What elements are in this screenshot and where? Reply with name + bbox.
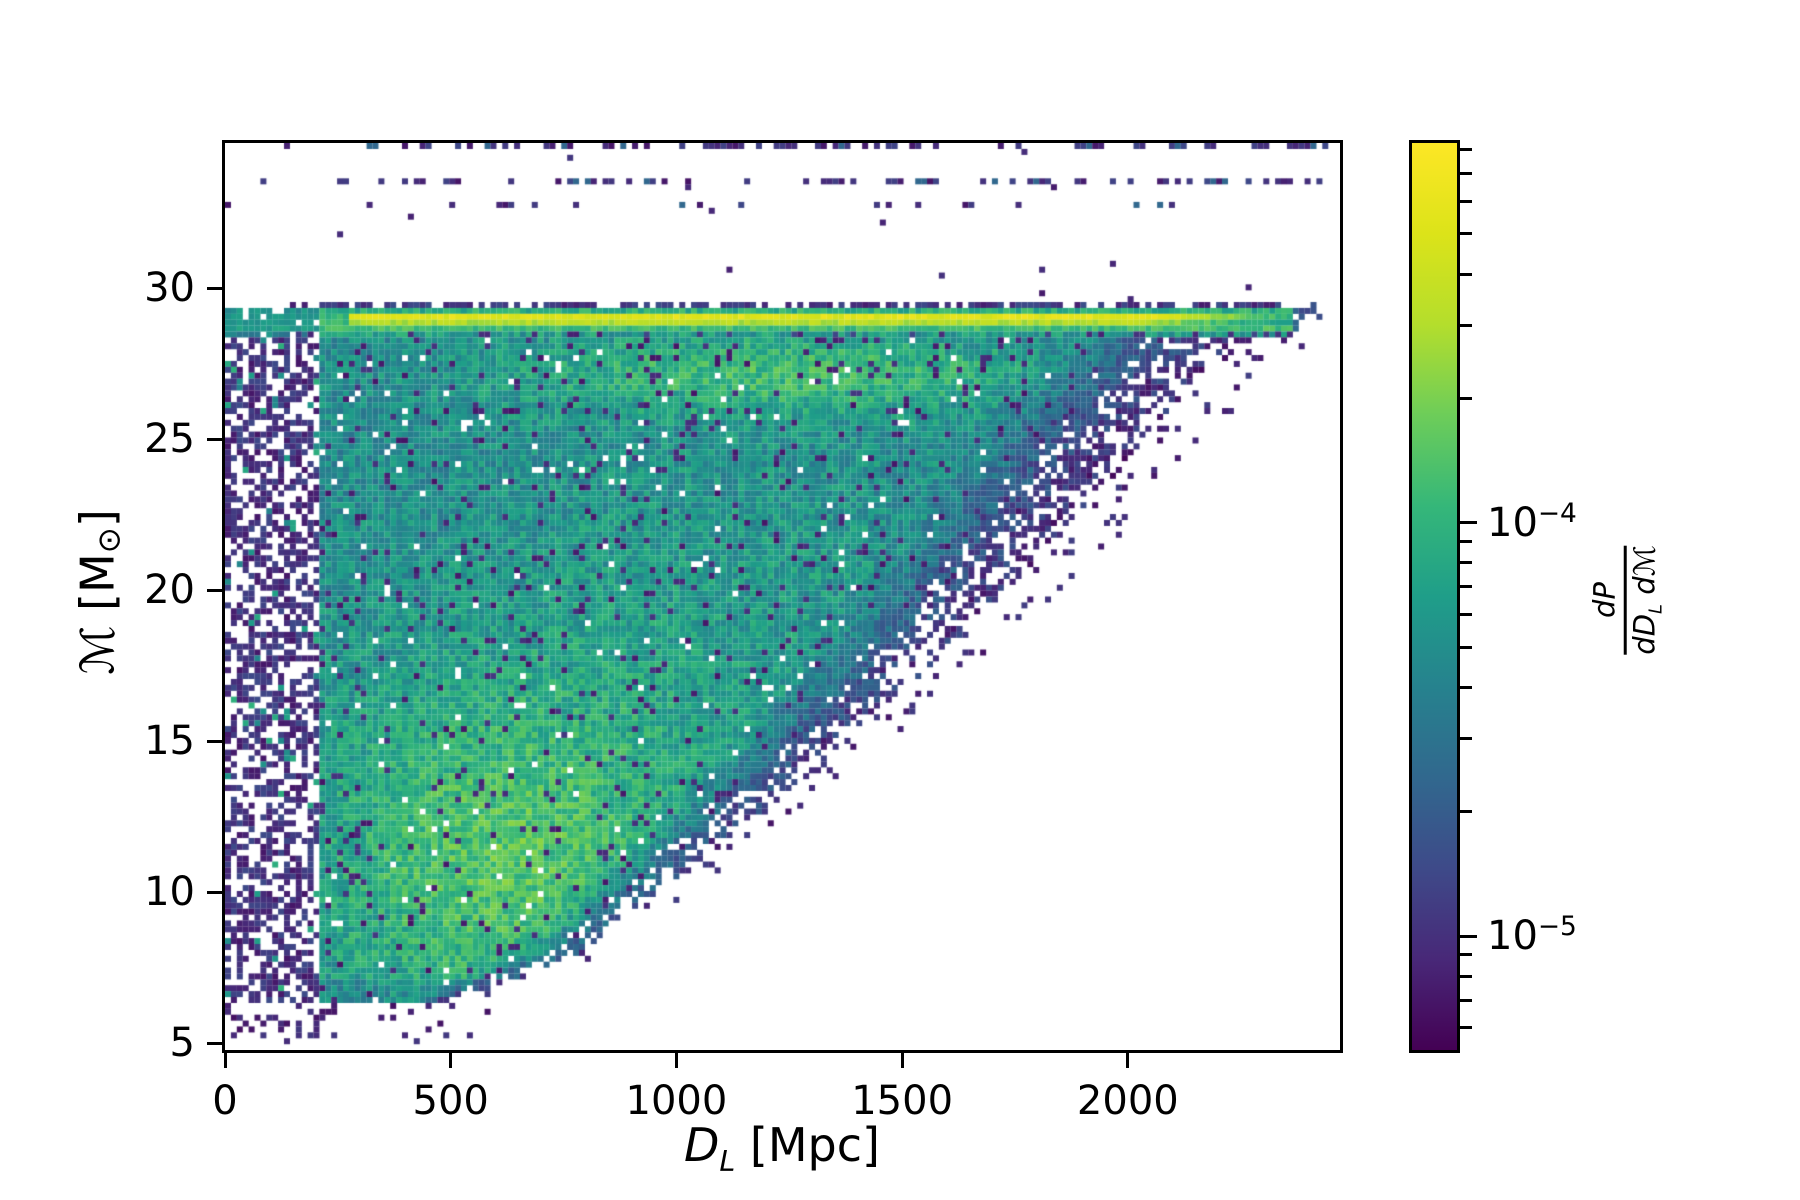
- colorbar-title-numerator: dP: [1587, 582, 1622, 618]
- colorbar-title-denominator: dDL dℳ: [1628, 545, 1667, 655]
- colorbar-minor-tick: [1460, 737, 1472, 741]
- colorbar-major-tick: [1460, 521, 1477, 525]
- colorbar-minor-tick: [1460, 645, 1472, 649]
- colorbar-minor-tick: [1460, 585, 1472, 589]
- colorbar-minor-tick: [1460, 561, 1472, 565]
- x-tick-label: 1500: [851, 1078, 954, 1124]
- y-tick: [207, 438, 222, 442]
- x-tick-label: 0: [212, 1078, 238, 1124]
- colorbar-minor-tick: [1460, 199, 1472, 203]
- colorbar-minor-tick: [1460, 612, 1472, 616]
- x-tick-label: 2000: [1076, 1078, 1179, 1124]
- colorbar-minor-tick: [1460, 540, 1472, 544]
- colorbar-minor-tick: [1460, 172, 1472, 176]
- y-tick-label: 20: [144, 566, 195, 613]
- y-tick-label: 30: [144, 264, 195, 311]
- y-tick-label: 10: [144, 869, 195, 916]
- x-axis-label-unit: [Mpc]: [735, 1118, 881, 1172]
- x-tick-label: 1000: [625, 1078, 728, 1124]
- y-axis-label-close: ]: [70, 509, 125, 528]
- x-tick: [900, 1053, 904, 1068]
- y-axis-label-symbol: ℳ [M: [70, 553, 125, 675]
- x-axis-label-symbol: D: [683, 1118, 720, 1172]
- y-tick: [207, 589, 222, 593]
- colorbar-major-tick: [1460, 934, 1477, 938]
- colorbar-minor-tick: [1460, 685, 1472, 689]
- y-tick-label: 25: [144, 415, 195, 462]
- x-tick: [449, 1053, 453, 1068]
- colorbar-minor-tick: [1460, 1026, 1472, 1030]
- colorbar-tick-label-1e-5: 10−5: [1487, 910, 1577, 960]
- colorbar-title: dP dDL dℳ: [1587, 545, 1667, 655]
- y-tick: [207, 1042, 222, 1046]
- x-tick: [1126, 1053, 1130, 1068]
- heatmap-canvas: [225, 143, 1340, 1050]
- y-tick-label: 15: [144, 718, 195, 765]
- colorbar-minor-tick: [1460, 324, 1472, 328]
- colorbar-minor-tick: [1460, 396, 1472, 400]
- colorbar-title-fraction-bar: [1624, 545, 1628, 655]
- colorbar-minor-tick: [1460, 974, 1472, 978]
- colorbar-minor-tick: [1460, 810, 1472, 814]
- x-axis-label-subscript: L: [719, 1145, 736, 1179]
- y-tick: [207, 891, 222, 895]
- colorbar-tick-label-1e-4: 10−4: [1487, 497, 1577, 546]
- y-axis-label-subscript: ⊙: [91, 527, 128, 554]
- y-tick: [207, 740, 222, 744]
- y-tick: [207, 287, 222, 291]
- x-tick-label: 500: [412, 1078, 489, 1124]
- x-tick: [223, 1053, 227, 1068]
- plot-area: [222, 140, 1343, 1053]
- colorbar-gradient: [1412, 143, 1457, 1050]
- y-axis-label: ℳ [M⊙]: [70, 509, 127, 675]
- colorbar-minor-tick: [1460, 232, 1472, 236]
- colorbar-minor-tick: [1460, 998, 1472, 1002]
- colorbar-minor-tick: [1460, 148, 1472, 152]
- colorbar-minor-tick: [1460, 953, 1472, 957]
- colorbar: [1409, 140, 1460, 1053]
- colorbar-minor-tick: [1460, 272, 1472, 276]
- x-tick: [674, 1053, 678, 1068]
- x-axis-label: DL [Mpc]: [684, 1118, 880, 1178]
- y-tick-label: 5: [169, 1020, 195, 1067]
